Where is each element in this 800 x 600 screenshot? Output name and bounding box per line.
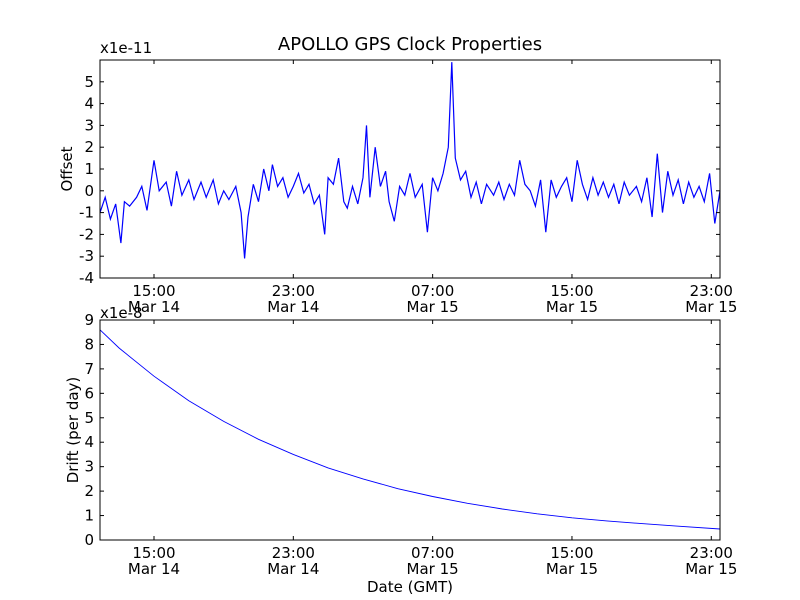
- x-axis-label: Date (GMT): [367, 578, 453, 596]
- drift-axes-frame: [99, 319, 721, 541]
- x-tick-date-label: Mar 15: [407, 560, 459, 578]
- offset-series-line: [99, 62, 721, 259]
- drift-y-axis-label: Drift (per day): [64, 377, 82, 484]
- chart-title: APOLLO GPS Clock Properties: [278, 34, 542, 55]
- x-tick-date-label: Mar 14: [267, 298, 319, 316]
- y-tick-label: -1: [79, 204, 94, 222]
- y-tick-label: 2: [84, 138, 94, 156]
- y-tick-label: 8: [84, 335, 94, 353]
- x-tick-time-label: 23:00: [272, 544, 315, 562]
- x-tick-date-label: Mar 15: [546, 298, 598, 316]
- y-tick-label: -3: [79, 247, 94, 265]
- x-tick-time-label: 15:00: [132, 282, 175, 300]
- y-tick-label: 1: [84, 507, 94, 525]
- x-tick-date-label: Mar 14: [128, 298, 180, 316]
- x-tick-date-label: Mar 15: [546, 560, 598, 578]
- x-tick-time-label: 23:00: [690, 544, 733, 562]
- y-tick-label: 5: [84, 409, 94, 427]
- x-tick-time-label: 15:00: [550, 282, 593, 300]
- y-tick-label: 2: [84, 482, 94, 500]
- x-tick-date-label: Mar 15: [685, 298, 737, 316]
- drift-series-line: [99, 329, 721, 530]
- x-tick-date-label: Mar 15: [685, 560, 737, 578]
- x-tick-time-label: 23:00: [272, 282, 315, 300]
- x-tick-time-label: 15:00: [132, 544, 175, 562]
- offset-multiplier-label: x1e-11: [100, 39, 152, 57]
- x-tick-date-label: Mar 14: [128, 560, 180, 578]
- y-tick-label: 6: [84, 384, 94, 402]
- x-tick-time-label: 23:00: [690, 282, 733, 300]
- x-tick-date-label: Mar 14: [267, 560, 319, 578]
- y-tick-label: 4: [84, 95, 94, 113]
- x-tick-time-label: 07:00: [411, 282, 454, 300]
- y-tick-label: 0: [84, 182, 94, 200]
- offset-y-axis-label: Offset: [58, 146, 76, 191]
- y-tick-label: 5: [84, 73, 94, 91]
- y-tick-label: 4: [84, 433, 94, 451]
- drift-multiplier-label: x1e-8: [100, 304, 143, 322]
- y-tick-label: 3: [84, 458, 94, 476]
- y-tick-label: 9: [84, 311, 94, 329]
- y-tick-label: 7: [84, 360, 94, 378]
- y-tick-label: 1: [84, 160, 94, 178]
- x-tick-date-label: Mar 15: [407, 298, 459, 316]
- y-tick-label: 0: [84, 531, 94, 549]
- x-tick-time-label: 15:00: [550, 544, 593, 562]
- y-tick-label: -4: [79, 269, 94, 287]
- y-tick-label: -2: [79, 225, 94, 243]
- y-tick-label: 3: [84, 116, 94, 134]
- x-tick-time-label: 07:00: [411, 544, 454, 562]
